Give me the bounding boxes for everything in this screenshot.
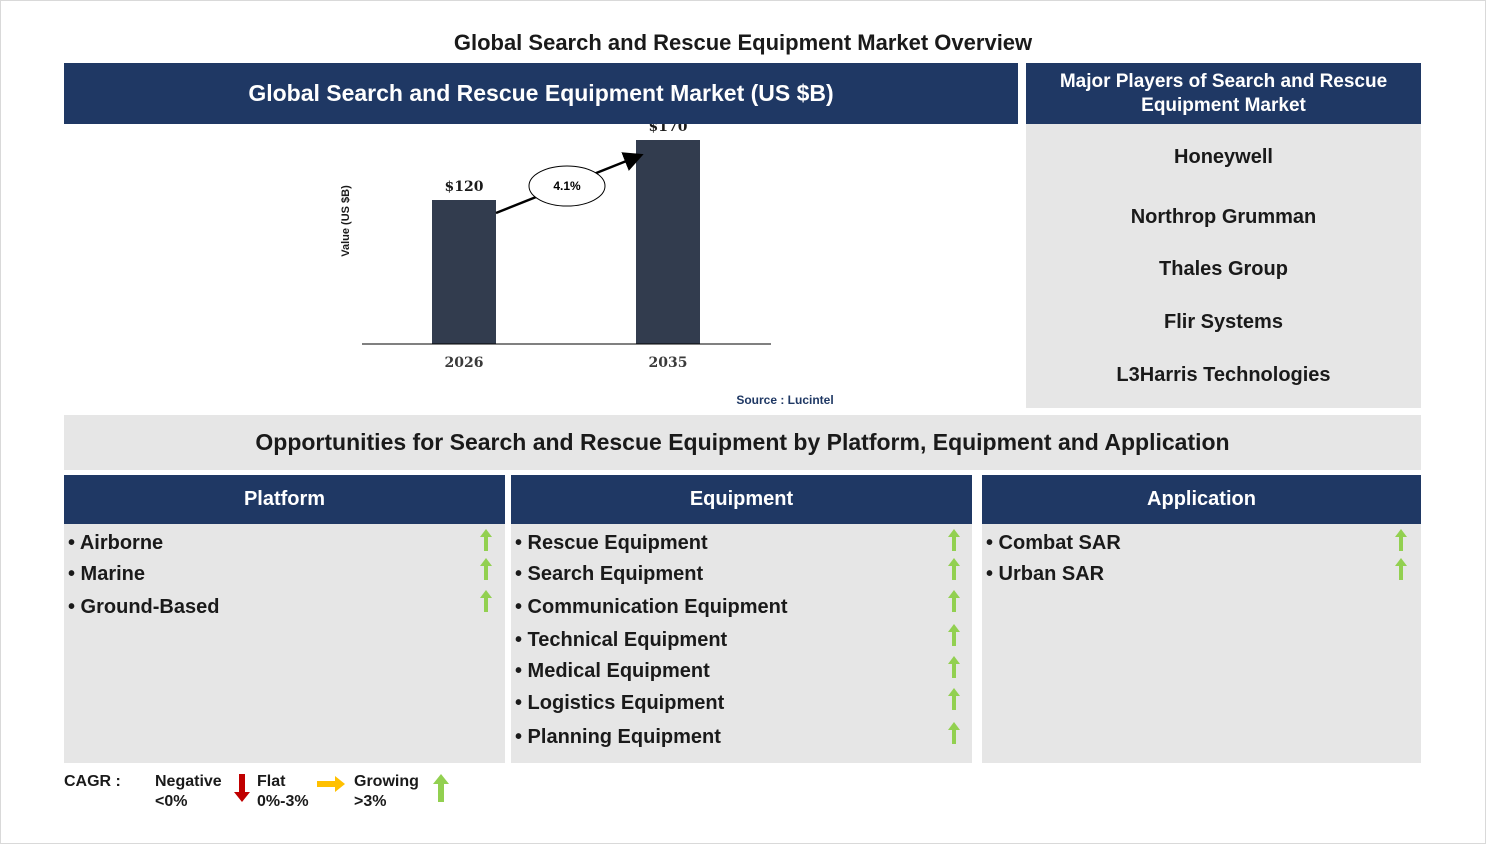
growing-arrow-icon [948, 624, 960, 646]
growing-arrow-icon [433, 774, 449, 802]
application-item-combat-sar: • Combat SAR [986, 532, 1121, 554]
equipment-item-technical: • Technical Equipment [515, 629, 728, 651]
player-item: Northrop Grumman [1130, 206, 1317, 228]
equipment-item-search: • Search Equipment [515, 563, 704, 585]
x-tick-label: 2035 [649, 355, 688, 371]
growing-arrow-icon [480, 590, 492, 612]
equipment-list: • Rescue Equipment • Search Equipment • … [511, 524, 972, 763]
bar-2026 [432, 200, 496, 344]
equipment-item-logistics: • Logistics Equipment [515, 692, 725, 714]
platform-header: Platform [64, 475, 505, 524]
source-label: Source : Lucintel [736, 393, 833, 407]
legend-growing-text: Growing [354, 773, 419, 790]
player-item: Flir Systems [1164, 311, 1283, 333]
platform-item-marine: • Marine [68, 563, 146, 585]
legend-negative-label: Negative <0% [155, 772, 222, 812]
growing-arrow-icon [1395, 558, 1407, 580]
legend-growing-range: >3% [354, 793, 387, 810]
players-list: Honeywell Northrop Grumman Thales Group … [1026, 124, 1421, 408]
equipment-item-rescue: • Rescue Equipment [515, 532, 708, 554]
growing-arrow-icon [948, 688, 960, 710]
growing-arrow-icon [480, 558, 492, 580]
application-header: Application [982, 475, 1421, 524]
platform-item-ground-based: • Ground-Based [68, 596, 220, 618]
cagr-bubble [528, 165, 606, 207]
legend-negative-text: Negative [155, 773, 222, 790]
equipment-header: Equipment [511, 475, 972, 524]
growing-arrow-icon [948, 722, 960, 744]
player-item: Thales Group [1159, 258, 1288, 280]
legend-flat-text: Flat [257, 773, 286, 790]
opportunities-title: Opportunities for Search and Rescue Equi… [64, 415, 1421, 470]
legend-cagr-label: CAGR : [64, 773, 121, 790]
equipment-item-planning: • Planning Equipment [515, 726, 721, 748]
growing-arrow-icon [948, 529, 960, 551]
players-header: Major Players of Search and Rescue Equip… [1026, 63, 1421, 124]
player-item: L3Harris Technologies [1116, 364, 1331, 386]
legend-growing-label: Growing >3% [354, 772, 419, 812]
growing-arrow-icon [948, 590, 960, 612]
player-item: Honeywell [1174, 146, 1273, 168]
cagr-label: 4.1% [553, 179, 581, 193]
bar-value-label: $170 [649, 124, 688, 135]
growing-arrow-icon [948, 656, 960, 678]
platform-list: • Airborne • Marine • Ground-Based [64, 524, 505, 763]
equipment-item-communication: • Communication Equipment [515, 596, 788, 618]
growing-arrow-icon [1395, 529, 1407, 551]
bar-chart: Value (US $B) $120 2026 $170 2035 4.1% Sour… [340, 124, 834, 407]
bar-value-label: $120 [445, 179, 484, 195]
application-item-urban-sar: • Urban SAR [986, 563, 1105, 585]
legend-flat-label: Flat 0%-3% [257, 772, 309, 812]
growing-arrow-icon [480, 529, 492, 551]
growing-arrow-icon [948, 558, 960, 580]
x-tick-label: 2026 [445, 355, 484, 371]
application-list: • Combat SAR • Urban SAR [982, 524, 1421, 763]
negative-arrow-icon [234, 774, 250, 802]
y-axis-label: Value (US $B) [340, 185, 352, 257]
chart-header: Global Search and Rescue Equipment Marke… [64, 63, 1018, 124]
bar-2035 [636, 140, 700, 344]
legend-flat-range: 0%-3% [257, 793, 309, 810]
legend-negative-range: <0% [155, 793, 188, 810]
equipment-item-medical: • Medical Equipment [515, 660, 710, 682]
page-title: Global Search and Rescue Equipment Marke… [453, 30, 1033, 55]
flat-arrow-icon [317, 776, 345, 792]
platform-item-airborne: • Airborne [68, 532, 164, 554]
